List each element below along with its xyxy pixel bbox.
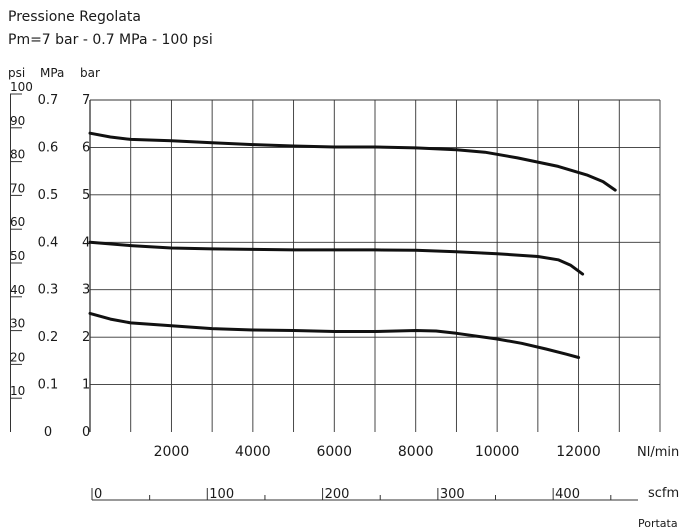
mpa-unit-label: MPa [40, 66, 64, 80]
x-tick-label: 10000 [475, 444, 520, 460]
chart-subtitle: Pm=7 bar - 0.7 MPa - 100 psi [8, 32, 213, 48]
psi-tick-label: 40 [10, 283, 25, 297]
bar-tick-label: 4 [82, 235, 90, 250]
psi-tick-label: 20 [10, 350, 25, 364]
mpa-tick-label: 0.7 [38, 93, 59, 108]
psi-unit-label: psi [8, 66, 25, 80]
mpa-tick-label: 0.6 [38, 140, 59, 155]
scfm-axis-label: scfm [648, 486, 679, 501]
bar-unit-label: bar [80, 66, 100, 80]
mpa-tick-label: 0.2 [38, 330, 59, 345]
scfm-tick-label: 0 [94, 487, 102, 502]
psi-tick-label: 80 [10, 148, 25, 162]
chart-title: Pressione Regolata [8, 9, 141, 25]
psi-tick-label: 100 [10, 80, 33, 94]
mpa-tick-label: 0 [44, 425, 52, 440]
mpa-tick-label: 0.3 [38, 283, 59, 298]
scfm-tick-label: 400 [555, 487, 580, 502]
scfm-tick-label: 100 [209, 487, 234, 502]
psi-tick-label: 50 [10, 249, 25, 263]
bar-tick-label: 7 [82, 93, 90, 108]
mpa-tick-label: 0.5 [38, 188, 59, 203]
pressure-curve-3 [88, 311, 581, 359]
x-tick-label: 4000 [235, 444, 271, 460]
x-tick-label: 6000 [316, 444, 352, 460]
psi-tick-label: 90 [10, 114, 25, 128]
bar-tick-label: 5 [82, 188, 90, 203]
x-axis-label: Nl/min [637, 445, 679, 460]
mpa-tick-label: 0.4 [38, 235, 59, 250]
bar-tick-label: 6 [82, 140, 90, 155]
scfm-tick-label: 300 [440, 487, 465, 502]
bar-tick-label: 3 [82, 283, 90, 298]
bar-tick-label: 1 [82, 378, 90, 393]
psi-tick-label: 10 [10, 384, 25, 398]
mpa-tick-label: 0.1 [38, 378, 59, 393]
pressure-curve-2 [88, 240, 585, 276]
x-tick-label: 8000 [398, 444, 434, 460]
psi-tick-label: 60 [10, 215, 25, 229]
psi-tick-label: 30 [10, 317, 25, 331]
x-tick-label: 12000 [556, 444, 601, 460]
x-tick-label: 2000 [154, 444, 190, 460]
pressure-curve-1 [88, 131, 617, 192]
bar-tick-label: 2 [82, 330, 90, 345]
footer-label: Portata [638, 517, 678, 530]
bar-tick-label: 0 [82, 425, 90, 440]
psi-tick-label: 70 [10, 181, 25, 195]
scfm-tick-label: 200 [325, 487, 350, 502]
